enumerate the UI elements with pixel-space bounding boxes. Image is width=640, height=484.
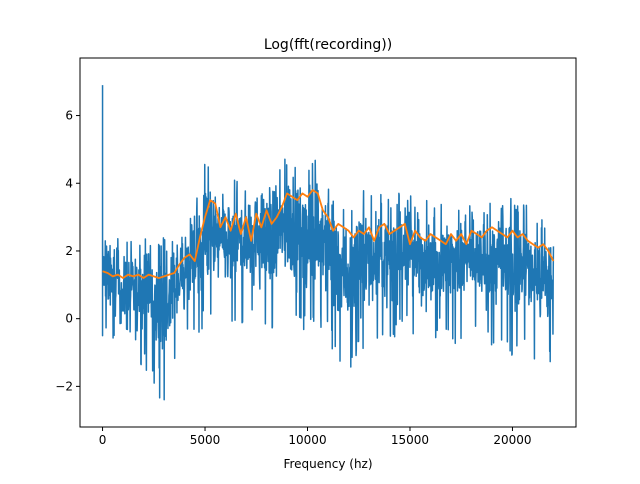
x-tick-label-4: 20000: [493, 433, 531, 447]
y-tick-label-1: 0: [65, 312, 73, 326]
series-0-line: [101, 85, 555, 401]
series-1-line: [102, 189, 555, 279]
plot-area: [101, 85, 555, 401]
axes-frame: [79, 57, 577, 428]
y-tick-label-4: 6: [65, 109, 73, 123]
x-tick-label-1: 5000: [190, 433, 221, 447]
y-tick-label-3: 4: [65, 176, 73, 190]
x-tick-label-2: 10000: [288, 433, 326, 447]
chart-title: Log(fft(recording)): [264, 37, 392, 53]
x-tick-label-3: 15000: [391, 433, 429, 447]
y-tick-label-2: 2: [65, 244, 73, 258]
axes: 0 5000 10000 15000 20000 −2 0 2 4 6: [55, 57, 577, 447]
x-axis-label: Frequency (hz): [283, 457, 372, 471]
y-tick-label-0: −2: [55, 379, 73, 393]
x-tick-label-0: 0: [99, 433, 107, 447]
